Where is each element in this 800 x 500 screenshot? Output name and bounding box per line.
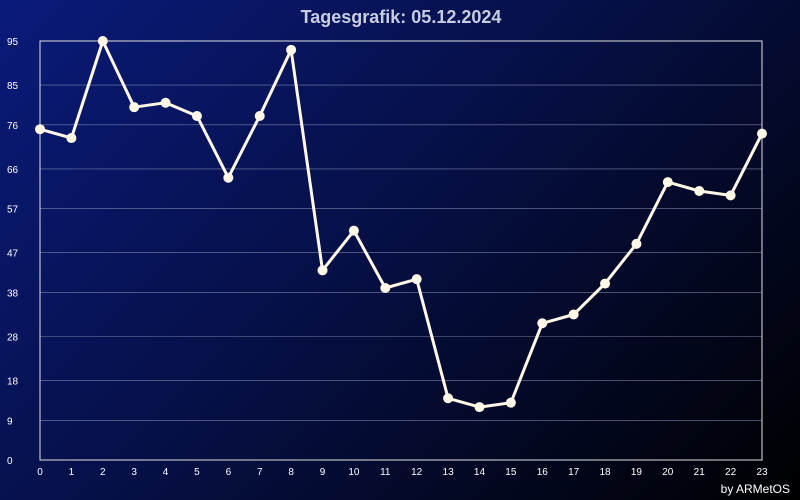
y-tick-label: 38	[7, 288, 19, 299]
data-point	[97, 36, 108, 46]
y-tick-label: 18	[7, 377, 19, 388]
y-tick-label: 95	[7, 37, 19, 48]
x-tick-label: 13	[443, 467, 455, 478]
x-axis-ticks: 0 1 2 3 4 5 6 7 8 9 10 11 12 13 14 15 16 17 18 19 20 21 22 23	[37, 467, 768, 478]
x-tick-label: 23	[756, 467, 768, 478]
x-tick-label: 1	[69, 467, 75, 478]
y-tick-label: 28	[7, 333, 19, 344]
y-tick-label: 9	[7, 416, 13, 427]
x-tick-label: 20	[662, 467, 674, 478]
data-point	[725, 190, 736, 201]
y-axis-ticks: 0 9 18 28 38 47 57 66 76 85 95	[7, 37, 19, 467]
data-point	[443, 393, 454, 404]
data-point	[631, 238, 642, 249]
x-tick-label: 15	[505, 467, 517, 478]
x-tick-label: 10	[348, 467, 360, 478]
series-layer	[35, 36, 767, 413]
x-tick-label: 12	[411, 467, 423, 478]
x-tick-label: 4	[163, 467, 169, 478]
grid-lines	[40, 84, 762, 421]
data-point	[411, 274, 422, 285]
data-point	[505, 397, 516, 408]
series-line	[39, 39, 764, 409]
data-point	[317, 265, 328, 276]
x-tick-label: 0	[37, 467, 43, 478]
x-tick-label: 2	[100, 467, 106, 478]
x-tick-label: 3	[131, 467, 137, 478]
data-point	[160, 97, 171, 108]
x-tick-label: 6	[226, 467, 232, 478]
y-tick-label: 0	[7, 456, 13, 467]
x-tick-label: 16	[537, 467, 549, 478]
x-tick-label: 11	[380, 467, 391, 478]
data-point	[568, 309, 579, 320]
data-point	[129, 102, 140, 113]
x-tick-label: 9	[320, 467, 326, 478]
y-tick-label: 85	[7, 81, 19, 92]
y-tick-label: 76	[7, 121, 19, 132]
x-tick-label: 8	[288, 467, 294, 478]
data-point	[35, 124, 45, 135]
y-tick-label: 47	[7, 249, 19, 260]
x-tick-label: 14	[474, 467, 486, 478]
data-point	[254, 110, 265, 121]
data-point	[286, 44, 297, 55]
data-point	[66, 133, 77, 144]
data-point	[191, 110, 202, 121]
x-tick-label: 22	[725, 467, 737, 478]
x-tick-label: 18	[599, 467, 611, 478]
x-tick-label: 7	[257, 467, 263, 478]
plot-frame	[39, 40, 763, 461]
data-point	[662, 177, 673, 188]
y-tick-label: 57	[7, 205, 19, 216]
x-tick-label: 5	[194, 467, 200, 478]
data-point	[537, 318, 548, 329]
data-point	[474, 402, 485, 413]
x-tick-label: 21	[694, 467, 706, 478]
x-tick-label: 17	[568, 467, 580, 478]
data-point	[348, 225, 359, 236]
data-point	[600, 278, 611, 289]
y-tick-label: 66	[7, 165, 19, 176]
data-point	[694, 185, 705, 196]
x-tick-label: 19	[631, 467, 643, 478]
credit-label: by ARMetOS	[721, 482, 790, 496]
data-point	[223, 172, 234, 183]
chart-title: Tagesgrafik: 05.12.2024	[301, 7, 502, 27]
data-point	[380, 282, 391, 293]
data-point	[757, 128, 767, 139]
